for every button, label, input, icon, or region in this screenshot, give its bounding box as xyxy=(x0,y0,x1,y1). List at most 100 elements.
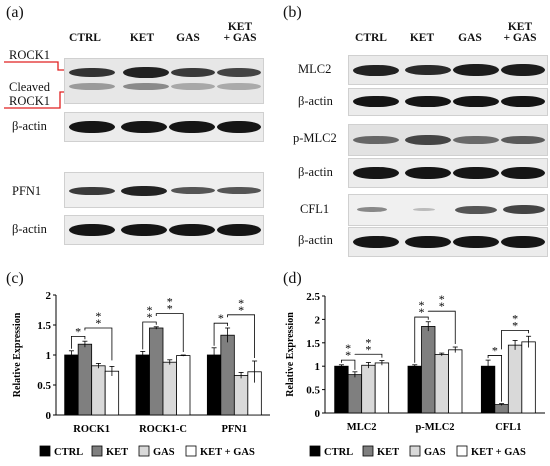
y-tick-label: 0.5 xyxy=(37,380,51,392)
significance-mark: * xyxy=(218,311,224,325)
legend-swatch xyxy=(185,445,197,457)
significance-bracket xyxy=(501,329,529,350)
legend-label: GAS xyxy=(424,447,446,458)
significance-mark: * xyxy=(75,324,81,338)
significance-mark: * xyxy=(238,296,244,310)
bar-ket xyxy=(220,334,235,416)
significance-mark: * xyxy=(492,343,498,357)
blot-actin-b1 xyxy=(348,88,548,116)
bar-ket xyxy=(77,343,93,416)
bar-gas xyxy=(233,375,249,416)
significance-mark: * xyxy=(345,341,351,355)
bar-ket xyxy=(494,404,509,414)
panel-b-col-ket: KET xyxy=(409,32,435,44)
bar-gas xyxy=(434,354,449,414)
blot-actin-a1 xyxy=(64,112,264,142)
panel-b-col-ctrl: CTRL xyxy=(355,32,387,44)
bar-ctrl xyxy=(64,354,79,416)
significance-bracket xyxy=(487,355,502,402)
blot-rock1 xyxy=(64,58,264,104)
panel-a-col-ket-gas: KET + GAS xyxy=(223,21,257,44)
blot-pmlc2 xyxy=(348,124,548,156)
bar-ket xyxy=(421,326,436,414)
legend-swatch xyxy=(409,445,421,457)
legend-label: KET xyxy=(106,447,128,458)
significance-mark: * xyxy=(95,316,101,330)
panel-a-row-pfn1: PFN1 xyxy=(12,184,42,198)
blot-actin-a2 xyxy=(64,215,264,245)
legend-label: CTRL xyxy=(324,447,353,458)
bar-ket xyxy=(347,374,363,414)
y-tick-label: 2.5 xyxy=(306,291,320,303)
panel-a-row-rock1: ROCK1 xyxy=(9,48,50,62)
panel-b-row-mlc2: MLC2 xyxy=(298,62,332,76)
bar-ket-gas xyxy=(104,370,120,416)
significance-bracket xyxy=(213,322,228,346)
rock1-bracket-lines xyxy=(4,61,66,109)
panel-b-label: (b) xyxy=(283,4,302,21)
category-label: PFN1 xyxy=(221,424,247,435)
significance-bracket xyxy=(155,313,184,352)
bar-ket-gas xyxy=(521,341,536,414)
legend-swatch xyxy=(39,445,51,457)
legend-label: KET xyxy=(377,447,399,458)
panel-a-col-ctrl: CTRL xyxy=(69,32,101,44)
significance-bracket xyxy=(227,314,255,358)
category-label: MLC2 xyxy=(347,422,377,433)
bar-ket-gas xyxy=(176,355,191,416)
significance-mark: * xyxy=(365,342,371,356)
significance-mark: * xyxy=(439,292,445,306)
significance-bracket xyxy=(142,321,157,350)
panel-b-row-actin-2: β-actin xyxy=(298,165,333,179)
y-tick-label: 0 xyxy=(315,408,321,420)
bar-gas xyxy=(91,365,106,416)
bar-ket-gas xyxy=(448,349,463,414)
panel-b-row-actin-3: β-actin xyxy=(298,233,333,247)
y-tick-label: 1.5 xyxy=(37,320,51,332)
bar-ket-gas xyxy=(374,362,390,414)
panel-a-col-gas: GAS xyxy=(176,32,200,44)
legend-swatch xyxy=(456,445,468,457)
category-label: ROCK1-C xyxy=(139,424,187,435)
significance-mark: * xyxy=(167,295,173,309)
legend-label: KET + GAS xyxy=(200,447,255,458)
legend-swatch xyxy=(309,445,321,457)
y-axis-title: Relative Expression xyxy=(12,312,23,397)
panel-b-row-pmlc2: p-MLC2 xyxy=(293,131,337,145)
bar-ctrl xyxy=(334,365,349,414)
blot-actin-b2 xyxy=(348,158,548,188)
y-tick-label: 1 xyxy=(46,350,52,362)
bar-ket xyxy=(149,327,164,416)
y-axis-title: Relative Expression xyxy=(285,312,296,397)
bar-ctrl xyxy=(135,354,150,416)
significance-mark: * xyxy=(512,311,518,325)
bar-ctrl xyxy=(206,354,222,416)
legend-label: GAS xyxy=(153,447,175,458)
significance-bracket xyxy=(414,316,429,363)
significance-mark: * xyxy=(147,303,153,317)
legend-label: KET + GAS xyxy=(471,447,526,458)
panel-b-row-cfl1: CFL1 xyxy=(300,202,330,216)
category-label: ROCK1 xyxy=(73,424,110,435)
significance-mark: * xyxy=(365,335,371,349)
significance-bracket xyxy=(354,353,383,358)
category-label: p-MLC2 xyxy=(415,422,454,433)
legend-swatch xyxy=(362,445,374,457)
y-tick-label: 1 xyxy=(315,361,321,373)
y-tick-label: 1.5 xyxy=(306,338,320,350)
panel-b-col-gas: GAS xyxy=(458,32,482,44)
blot-cfl1 xyxy=(348,194,548,226)
significance-mark: * xyxy=(167,302,173,316)
significance-mark: * xyxy=(419,298,425,312)
panel-a-row-actin-1: β-actin xyxy=(12,119,47,133)
panel-c-label: (c) xyxy=(6,270,24,287)
bar-gas xyxy=(162,361,177,416)
significance-bracket xyxy=(71,336,86,349)
legend-label: CTRL xyxy=(54,447,83,458)
y-tick-label: 0 xyxy=(46,410,52,422)
significance-mark: * xyxy=(95,309,101,323)
bar-ctrl xyxy=(480,365,496,414)
blot-pfn1 xyxy=(64,172,264,208)
significance-bracket xyxy=(84,327,113,361)
